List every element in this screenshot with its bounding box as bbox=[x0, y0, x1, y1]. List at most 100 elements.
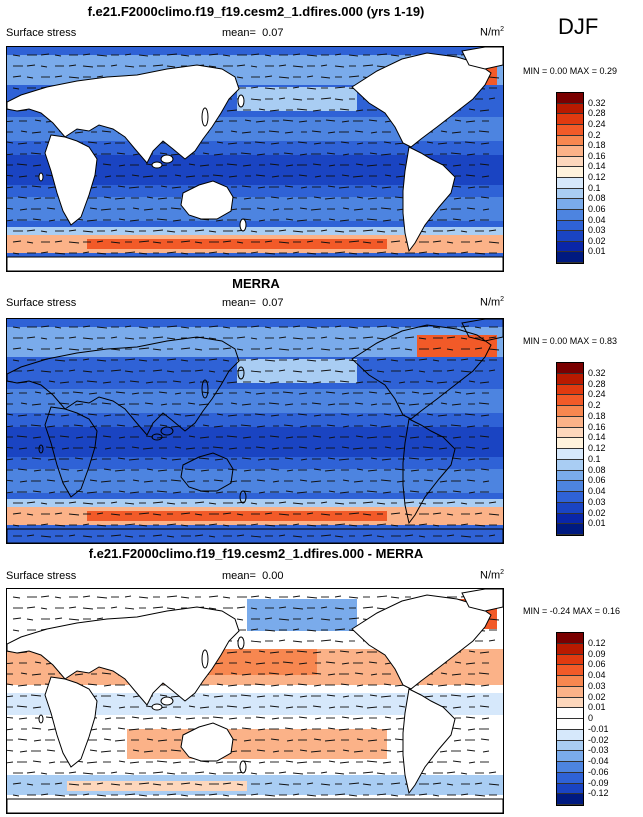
wind-stress-vector bbox=[180, 326, 190, 329]
colorbar-tick-label: 0.18 bbox=[588, 140, 606, 151]
wind-stress-vector bbox=[208, 772, 217, 775]
wind-stress-vector bbox=[68, 369, 76, 372]
wind-stress-vector bbox=[314, 175, 322, 178]
wind-stress-vector bbox=[488, 501, 497, 504]
wind-stress-vector bbox=[340, 683, 350, 686]
wind-stress-vector bbox=[325, 661, 336, 664]
wind-stress-vector bbox=[299, 153, 308, 156]
wind-stress-vector bbox=[40, 370, 52, 373]
mean-label: mean= 0.07 bbox=[222, 297, 284, 309]
wind-stress-vector bbox=[54, 782, 63, 785]
wind-stress-vector bbox=[320, 336, 328, 339]
colorbar-tick-label: 0.2 bbox=[588, 129, 601, 140]
wind-stress-vector bbox=[129, 491, 140, 494]
units-exponent: 2 bbox=[500, 296, 505, 303]
wind-stress-vector bbox=[124, 595, 132, 598]
wind-stress-vector bbox=[437, 414, 448, 417]
wind-stress-vector bbox=[222, 512, 232, 515]
wind-stress-vector bbox=[75, 490, 84, 493]
wind-stress-vector bbox=[208, 595, 219, 598]
wind-stress-vector bbox=[370, 457, 378, 460]
coastline bbox=[351, 594, 492, 690]
wind-stress-vector bbox=[96, 596, 108, 599]
wind-stress-vector bbox=[488, 639, 496, 642]
wind-stress-vector bbox=[61, 447, 70, 450]
wind-stress-vector bbox=[423, 153, 434, 156]
colorbar-box bbox=[557, 740, 583, 752]
wind-stress-vector bbox=[187, 402, 196, 405]
wind-stress-vector bbox=[488, 348, 500, 351]
wind-stress-vector bbox=[348, 240, 360, 243]
wind-stress-vector bbox=[240, 424, 252, 427]
wind-stress-vector bbox=[116, 152, 126, 155]
wind-stress-vector bbox=[130, 413, 140, 416]
wind-stress-vector bbox=[256, 479, 266, 482]
wind-stress-vector bbox=[432, 252, 440, 255]
wind-stress-vector bbox=[40, 65, 48, 68]
wind-stress-vector bbox=[292, 523, 300, 526]
wind-stress-vector bbox=[432, 512, 442, 515]
wind-stress-vector bbox=[278, 348, 290, 351]
shading-region bbox=[417, 335, 497, 357]
wind-stress-vector bbox=[96, 512, 104, 515]
wind-stress-vector bbox=[152, 783, 162, 786]
wind-stress-vector bbox=[296, 380, 308, 383]
wind-stress-vector bbox=[59, 435, 70, 438]
coastline bbox=[7, 606, 240, 706]
wind-stress-vector bbox=[467, 458, 476, 461]
wind-stress-vector bbox=[240, 694, 252, 697]
colorbar-tick-label: -0.02 bbox=[588, 734, 609, 745]
colorbar-tick-label: 0.09 bbox=[588, 648, 606, 659]
wind-stress-vector bbox=[468, 650, 476, 653]
field-label: Surface stress bbox=[6, 570, 77, 582]
map-svg bbox=[7, 319, 503, 543]
wind-stress-vector bbox=[376, 370, 385, 373]
coastline bbox=[7, 336, 240, 436]
wind-stress-vector bbox=[18, 717, 28, 720]
wind-stress-vector bbox=[479, 109, 490, 112]
wind-stress-vector bbox=[320, 229, 328, 232]
wind-stress-vector bbox=[292, 370, 303, 373]
wind-stress-vector bbox=[26, 241, 34, 244]
wind-stress-vector bbox=[481, 175, 490, 178]
wind-stress-vector bbox=[474, 782, 483, 785]
colorbar-box bbox=[557, 481, 583, 492]
wind-stress-vector bbox=[272, 480, 280, 483]
wind-stress-vector bbox=[75, 436, 84, 439]
wind-stress-vector bbox=[146, 414, 154, 417]
wind-stress-vector bbox=[310, 208, 322, 211]
colorbar-box bbox=[557, 449, 583, 460]
wind-stress-vector bbox=[96, 617, 104, 620]
wind-stress-vector bbox=[236, 76, 244, 79]
wind-stress-vector bbox=[380, 749, 392, 752]
wind-stress-vector bbox=[172, 761, 182, 764]
wind-stress-vector bbox=[334, 86, 346, 89]
wind-stress-vector bbox=[236, 534, 245, 537]
wind-stress-vector bbox=[311, 402, 322, 405]
colorbar-box bbox=[557, 459, 583, 471]
wind-stress-vector bbox=[284, 673, 294, 676]
colorbar-tick-label: 0.32 bbox=[588, 367, 606, 378]
wind-stress-vector bbox=[454, 661, 462, 664]
wind-stress-vector bbox=[432, 524, 440, 527]
wind-stress-vector bbox=[254, 413, 266, 416]
wind-stress-vector bbox=[173, 413, 182, 416]
wind-stress-vector bbox=[432, 782, 442, 785]
minmax-label: MIN = -0.24 MAX = 0.16 bbox=[523, 606, 621, 616]
colorbar-tick-label: 0.08 bbox=[588, 464, 606, 475]
wind-stress-vector bbox=[170, 207, 182, 210]
coastline bbox=[180, 180, 234, 220]
colorbar-tick-label: 0.18 bbox=[588, 410, 606, 421]
wind-stress-vector bbox=[257, 728, 266, 731]
wind-stress-vector bbox=[482, 208, 490, 211]
island bbox=[160, 154, 174, 164]
wind-stress-vector bbox=[312, 381, 322, 384]
wind-stress-vector bbox=[398, 163, 406, 166]
wind-stress-vector bbox=[143, 480, 154, 483]
wind-stress-vector bbox=[194, 369, 204, 372]
wind-stress-vector bbox=[446, 369, 455, 372]
wind-stress-vector bbox=[284, 457, 294, 460]
wind-stress-vector bbox=[68, 606, 77, 609]
wind-stress-vector bbox=[110, 369, 122, 372]
colorbar-box bbox=[557, 395, 583, 406]
